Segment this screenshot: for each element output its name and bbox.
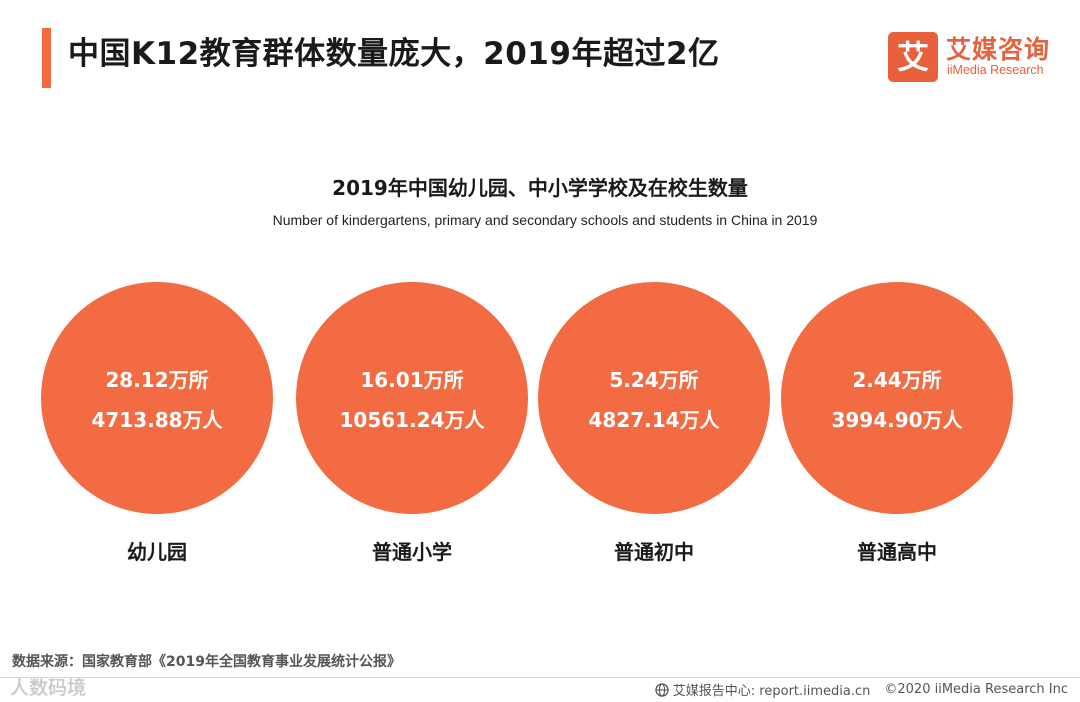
student-count-label: 4713.88万人: [91, 408, 223, 432]
page-title: 中国K12教育群体数量庞大，2019年超过2亿: [68, 36, 720, 72]
school-count-label: 5.24万所: [609, 368, 699, 392]
student-count-label: 10561.24万人: [339, 408, 485, 432]
category-label: 普通初中: [614, 540, 694, 564]
globe-icon: [655, 682, 669, 697]
copyright-text: ©2020 iiMedia Research Inc: [884, 682, 1068, 697]
school-count-label: 28.12万所: [105, 368, 209, 392]
logo-chinese-name: 艾媒咨询: [946, 35, 1051, 64]
category-label: 幼儿园: [127, 540, 187, 564]
category-label: 普通小学: [372, 540, 452, 564]
footer-divider: [0, 677, 1080, 678]
circle-3: 5.24万所 4827.14万人: [538, 282, 770, 514]
school-count-label: 16.01万所: [360, 368, 464, 392]
iimedia-logo: 艾 艾媒咨询 iiMedia Research: [888, 32, 1068, 82]
student-count-label: 3994.90万人: [831, 408, 963, 432]
circle-2: 16.01万所 10561.24万人: [296, 282, 528, 514]
footer: 艾媒报告中心: report.iimedia.cn ©2020 iiMedia …: [655, 680, 1068, 699]
category-label: 普通高中: [857, 540, 937, 564]
school-count-label: 2.44万所: [852, 368, 942, 392]
circle-4: 2.44万所 3994.90万人: [781, 282, 1013, 514]
data-source-note: 数据来源：国家教育部《2019年全国教育事业发展统计公报》: [12, 654, 401, 670]
chart-subtitle: Number of kindergartens, primary and sec…: [272, 212, 818, 228]
title-accent-bar: [42, 28, 51, 88]
circle-1: 28.12万所 4713.88万人: [41, 282, 273, 514]
logo-english-name: iiMedia Research: [947, 63, 1044, 77]
chart-title: 2019年中国幼儿园、中小学学校及在校生数量: [332, 176, 748, 200]
report-center-link[interactable]: 艾媒报告中心: report.iimedia.cn: [672, 684, 871, 699]
watermark: 人数码境: [10, 677, 87, 699]
student-count-label: 4827.14万人: [588, 408, 720, 432]
logo-mark-icon: 艾: [888, 32, 938, 82]
